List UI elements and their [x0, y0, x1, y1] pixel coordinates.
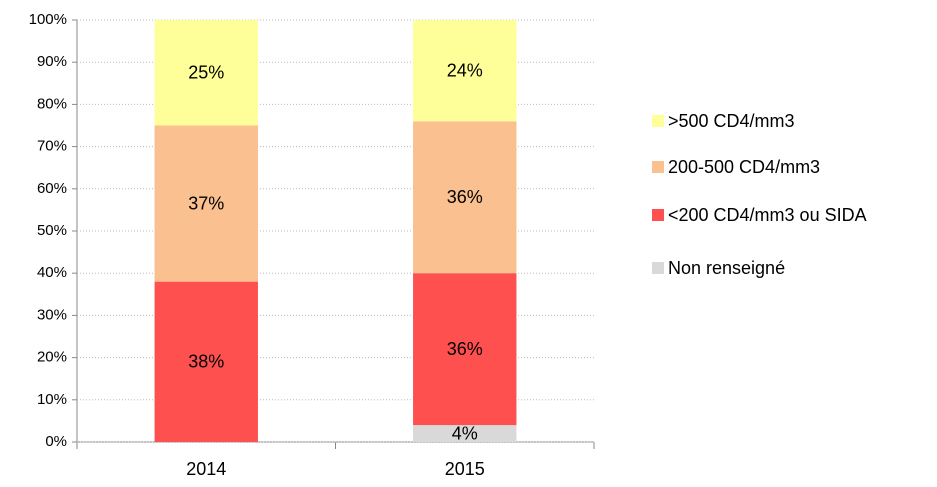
y-tick-label: 40%	[37, 264, 67, 281]
data-label: 36%	[447, 339, 483, 359]
y-tick-label: 80%	[37, 95, 67, 112]
legend-label: <200 CD4/mm3 ou SIDA	[668, 205, 867, 225]
x-tick-label: 2015	[445, 459, 485, 479]
data-label: 25%	[188, 63, 224, 83]
legend-label: Non renseigné	[668, 258, 785, 278]
legend-label: >500 CD4/mm3	[668, 111, 795, 131]
bar-segment	[413, 121, 517, 274]
data-label: 37%	[188, 193, 224, 213]
bar-segment	[413, 425, 517, 442]
legend-swatch	[652, 209, 664, 221]
legend-swatch	[652, 161, 664, 173]
bar-segment	[154, 20, 258, 126]
bar-segment	[154, 281, 258, 442]
legend-label: 200-500 CD4/mm3	[668, 157, 820, 177]
y-tick-label: 30%	[37, 306, 67, 323]
data-label: 24%	[447, 60, 483, 80]
y-tick-label: 100%	[29, 11, 67, 28]
y-tick-label: 0%	[45, 433, 67, 450]
bar-segment	[413, 273, 517, 426]
data-label: 36%	[447, 187, 483, 207]
y-tick-label: 90%	[37, 53, 67, 70]
y-tick-label: 10%	[37, 391, 67, 408]
data-label: 38%	[188, 352, 224, 372]
data-label: 4%	[452, 423, 478, 443]
x-tick-label: 2014	[186, 459, 226, 479]
bar-segment	[154, 125, 258, 282]
legend-swatch	[652, 262, 664, 274]
y-tick-label: 50%	[37, 222, 67, 239]
y-tick-label: 60%	[37, 180, 67, 197]
bar-segment	[413, 20, 517, 122]
y-tick-label: 70%	[37, 138, 67, 155]
legend-swatch	[652, 115, 664, 127]
y-tick-label: 20%	[37, 349, 67, 366]
